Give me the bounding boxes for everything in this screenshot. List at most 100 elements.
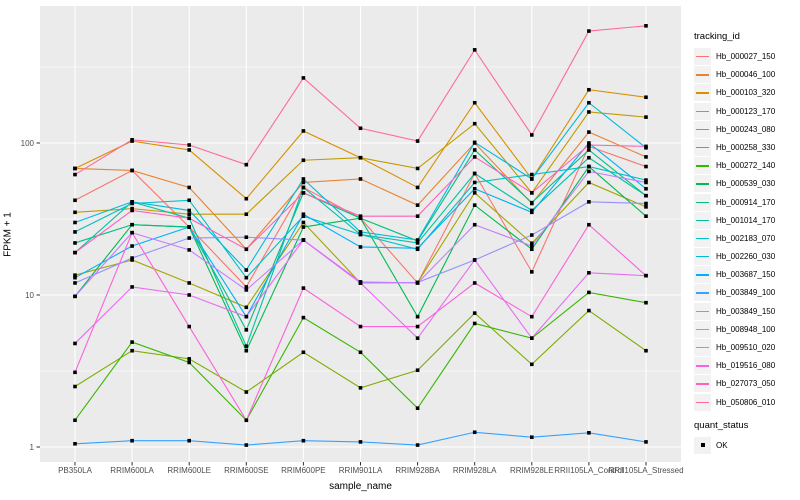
- data-point: [472, 321, 477, 326]
- legend-item-label: Hb_000123_170: [716, 106, 776, 116]
- data-point: [301, 180, 306, 185]
- legend-item-label: OK: [716, 440, 728, 450]
- data-point: [130, 258, 134, 262]
- line-swatch-icon: [696, 383, 709, 385]
- data-point: [644, 193, 648, 198]
- data-point: [187, 293, 191, 297]
- legend-key-swatch: [694, 175, 711, 193]
- legend-item-label: Hb_002260_030: [716, 252, 776, 262]
- data-point: [644, 273, 648, 278]
- data-point: [130, 208, 134, 213]
- line-swatch-icon: [696, 274, 709, 276]
- data-point: [73, 198, 77, 203]
- data-point: [415, 281, 420, 285]
- legend-item-Hb_000027_150: Hb_000027_150: [694, 48, 800, 65]
- data-point: [415, 324, 420, 329]
- data-point: [644, 164, 648, 169]
- legend-key-swatch: [694, 138, 711, 156]
- data-point: [472, 171, 477, 176]
- legend-item-label: Hb_000914_170: [716, 197, 776, 207]
- data-point: [530, 200, 534, 205]
- legend-item-label: Hb_000539_030: [716, 179, 776, 189]
- data-point: [644, 186, 648, 191]
- legend-key-swatch: [694, 284, 711, 302]
- data-point: [244, 305, 249, 310]
- data-point: [73, 370, 77, 375]
- x-tick-label: RRIM600SE: [224, 466, 268, 475]
- data-point: [587, 164, 591, 169]
- data-point: [415, 443, 420, 447]
- data-point: [301, 212, 306, 217]
- data-point: [415, 314, 420, 319]
- data-point: [244, 212, 249, 217]
- data-point: [130, 438, 134, 443]
- data-point: [472, 155, 477, 159]
- data-point: [187, 438, 191, 443]
- data-point: [358, 281, 363, 285]
- legend-item-Hb_008948_100: Hb_008948_100: [694, 320, 800, 338]
- legend-item-Hb_000539_030: Hb_000539_030: [694, 175, 800, 193]
- data-point: [472, 191, 477, 195]
- data-point: [415, 336, 420, 340]
- line-swatch-icon: [696, 219, 709, 222]
- data-point: [301, 185, 306, 190]
- legend-item-label: Hb_000243_080: [716, 124, 776, 134]
- data-point: [472, 222, 477, 227]
- legend-key-swatch: [694, 84, 711, 102]
- line-swatch-icon: [696, 237, 709, 240]
- data-point: [644, 155, 648, 159]
- legend-key-swatch: [694, 229, 711, 247]
- legend-key-swatch: [694, 120, 711, 138]
- x-tick-label: PB350LA: [58, 466, 92, 475]
- line-swatch-icon: [696, 92, 709, 94]
- data-point: [73, 230, 77, 234]
- data-point: [358, 214, 363, 218]
- line-swatch-icon: [696, 310, 709, 313]
- data-point: [587, 308, 591, 313]
- data-point: [130, 168, 134, 173]
- legend-item-Hb_000046_100: Hb_000046_100: [694, 66, 800, 84]
- data-point: [472, 281, 477, 285]
- data-point: [130, 244, 134, 248]
- data-point: [187, 216, 191, 221]
- legend-item-label: Hb_003849_100: [716, 288, 776, 298]
- y-tick-label: 100: [21, 139, 35, 148]
- legend-key-swatch: [694, 102, 711, 120]
- data-point: [244, 285, 249, 289]
- legend-key-swatch: [694, 248, 711, 266]
- data-point: [301, 350, 306, 355]
- legend-item-label: Hb_019516_080: [716, 361, 776, 371]
- data-point: [587, 130, 591, 134]
- data-point: [130, 285, 134, 289]
- data-point: [301, 238, 306, 242]
- legend-item-label: Hb_000103_320: [716, 88, 776, 98]
- data-point: [301, 214, 306, 218]
- data-point: [587, 222, 591, 227]
- data-point: [472, 180, 477, 185]
- data-point: [472, 100, 477, 105]
- data-point: [187, 143, 191, 147]
- data-point: [73, 172, 77, 177]
- x-tick-label: RRIM928BA: [395, 466, 440, 475]
- data-point: [530, 247, 534, 252]
- data-point: [301, 438, 306, 443]
- data-point: [587, 29, 591, 33]
- legend-item-Hb_003687_150: Hb_003687_150: [694, 266, 800, 284]
- data-point: [587, 180, 591, 185]
- legend-key-swatch: [694, 66, 711, 84]
- data-point: [130, 348, 134, 353]
- line-swatch-icon: [696, 146, 709, 149]
- data-point: [244, 275, 249, 280]
- data-point: [358, 350, 363, 355]
- line-swatch-icon: [696, 365, 709, 367]
- quant-status-legend: quant_status OK: [694, 420, 800, 454]
- data-point: [73, 220, 77, 225]
- data-point: [644, 214, 648, 218]
- legend-item-Hb_002183_070: Hb_002183_070: [694, 229, 800, 247]
- data-point: [472, 48, 477, 52]
- x-tick-label: RRII105LA_Control: [554, 466, 624, 475]
- legend-item-Hb_000123_170: Hb_000123_170: [694, 102, 800, 120]
- x-tick-label: RRIM600LE: [167, 466, 211, 475]
- data-point: [530, 435, 534, 440]
